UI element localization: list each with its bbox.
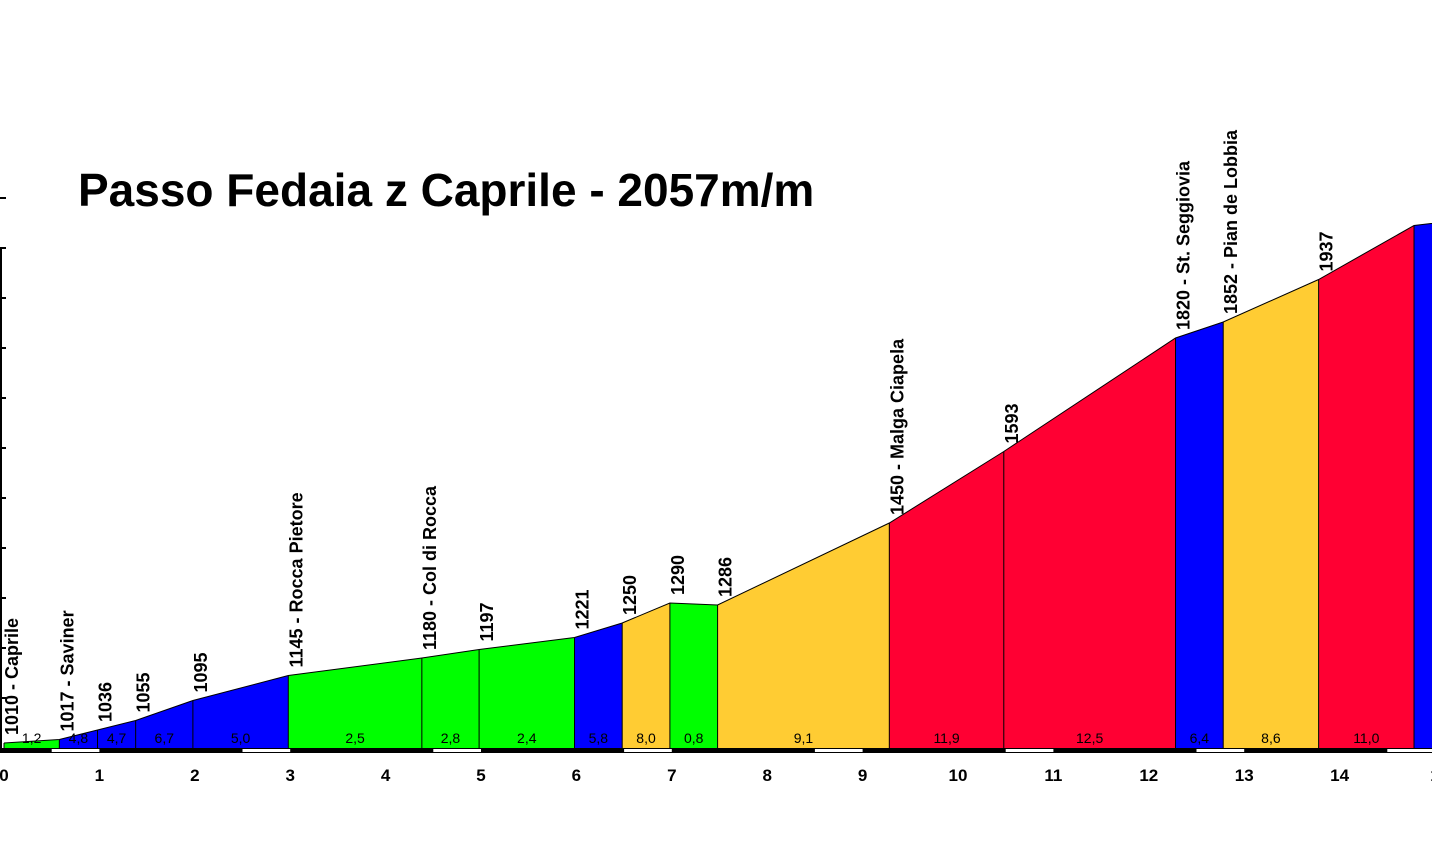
profile-segment: [59, 730, 98, 748]
point-label: 1010 - Caprile: [2, 618, 22, 735]
gradient-label: 4,8: [69, 730, 89, 746]
gradient-label: 6,7: [155, 730, 175, 746]
point-labels: 1010 - Caprile 1017 - Saviner 1036 1055 1095…: [2, 129, 1337, 735]
point-label: 1221: [572, 589, 592, 629]
gradient-label: 4,7: [107, 730, 127, 746]
x-axis-stripe: [1387, 749, 1432, 752]
point-label: 1180 - Col di Rocca: [420, 485, 440, 650]
profile-segment: [622, 603, 670, 748]
profile-segment: [669, 603, 718, 748]
profile-segment: [574, 623, 623, 748]
x-tick-label: 14: [1330, 766, 1349, 785]
gradient-label: 8,0: [636, 730, 656, 746]
point-label: 1286: [716, 557, 736, 597]
profile-segment: [97, 720, 136, 748]
x-tick-label: 11: [1044, 766, 1062, 785]
profile-segment: [1003, 338, 1176, 748]
profile-segment: [135, 700, 193, 748]
x-tick-label: 10: [949, 766, 968, 785]
profile-segment: [4, 739, 60, 748]
gradient-label: 0,8: [684, 730, 704, 746]
x-tick-label: 9: [858, 766, 867, 785]
x-tick-label: 4: [381, 766, 391, 785]
profile-segments: [3, 222, 1432, 748]
profile-segment: [1414, 223, 1432, 748]
segment-dividers: [3, 225, 1415, 748]
profile-segment: [889, 451, 1004, 748]
profile-segment: [1318, 225, 1415, 748]
gradient-label: 8,6: [1261, 730, 1281, 746]
x-tick-label: 8: [762, 766, 771, 785]
point-label: 1937: [1317, 231, 1337, 271]
point-label: 1145 - Rocca Pietore: [286, 492, 306, 667]
y-axis: [0, 197, 6, 748]
x-tick-label: 6: [572, 766, 581, 785]
x-axis-stripe: [624, 749, 672, 752]
x-axis-bar: [0, 748, 1432, 753]
x-tick-label: 13: [1235, 766, 1254, 785]
x-axis-stripe: [242, 749, 291, 752]
gradient-label: 2,5: [345, 730, 365, 746]
point-label: 1095: [191, 652, 211, 692]
profile-segment: [1175, 322, 1224, 748]
x-axis-stripe: [814, 749, 863, 752]
x-tick-label: 1: [95, 766, 104, 785]
gradient-label: 2,8: [441, 730, 461, 746]
point-label: 1852 - Pian de Lobbia: [1221, 129, 1241, 314]
gradient-label: 6,4: [1190, 730, 1210, 746]
point-label: 1036: [95, 682, 115, 722]
profile-segment: [288, 658, 422, 748]
point-label: 1593: [1002, 403, 1022, 443]
profile-segment: [479, 637, 575, 748]
x-axis-stripe: [51, 749, 100, 752]
point-label: 1450 - Malga Ciapela: [887, 338, 907, 515]
x-tick-label: 1: [1430, 766, 1432, 785]
x-axis-stripe: [1196, 749, 1245, 752]
profile-segment: [1223, 279, 1319, 748]
profile-segment: [717, 523, 890, 748]
x-tick-label: 7: [667, 766, 676, 785]
profile-segment: [192, 675, 289, 748]
point-label: 1820 - St. Seggiovia: [1174, 160, 1194, 330]
x-tick-label: 12: [1139, 766, 1158, 785]
point-label: 1055: [134, 672, 154, 712]
x-tick-label: 5: [476, 766, 485, 785]
gradient-label: 11,9: [933, 730, 959, 746]
gradient-label: 2,4: [517, 730, 537, 746]
point-label: 1250: [620, 575, 640, 615]
x-tick-label: 3: [285, 766, 294, 785]
gradient-label: 11,0: [1353, 730, 1379, 746]
chart-title: Passo Fedaia z Caprile - 2057m/m: [78, 164, 814, 216]
gradient-label: 12,5: [1076, 730, 1103, 746]
point-label: 1290: [668, 555, 688, 595]
gradient-label: 1,2: [22, 730, 42, 746]
x-tick-label: 0: [0, 766, 9, 785]
point-label: 1017 - Saviner: [57, 610, 77, 731]
gradient-labels: 1,2 4,8 4,7 6,7 5,0 2,5 2,8 2,4 5,8 8,0 0,8 9,1 11,9…: [22, 730, 1380, 746]
x-axis-stripe: [433, 749, 481, 752]
x-axis-stripe: [1005, 749, 1054, 752]
point-label: 1197: [477, 602, 497, 641]
profile-segment: [421, 649, 480, 748]
gradient-label: 9,1: [794, 730, 814, 746]
gradient-label: 5,0: [231, 730, 251, 746]
x-tick-label: 2: [190, 766, 199, 785]
gradient-label: 5,8: [589, 730, 609, 746]
